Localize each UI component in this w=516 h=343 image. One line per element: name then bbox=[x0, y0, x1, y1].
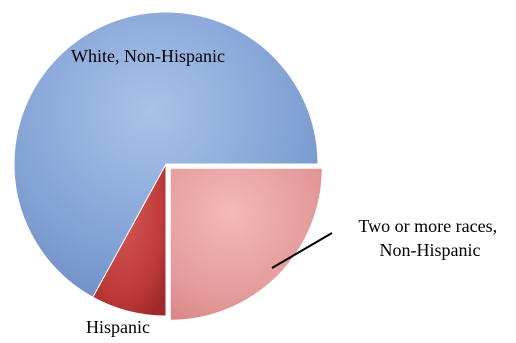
slices-group bbox=[13, 11, 323, 321]
slice-white-non-hispanic bbox=[13, 11, 319, 298]
slice-two-or-more-races bbox=[169, 167, 323, 321]
label-white-non-hispanic: White, Non-Hispanic bbox=[71, 46, 225, 66]
label-two-or-more-races: Two or more races, Non-Hispanic bbox=[358, 216, 501, 260]
leader-line-two-or-more-races bbox=[271, 232, 333, 269]
label-two-or-more-races-line-2: Non-Hispanic bbox=[380, 240, 481, 260]
label-hispanic: Hispanic bbox=[86, 317, 150, 337]
label-two-or-more-races-line-1: Two or more races, bbox=[358, 216, 497, 236]
